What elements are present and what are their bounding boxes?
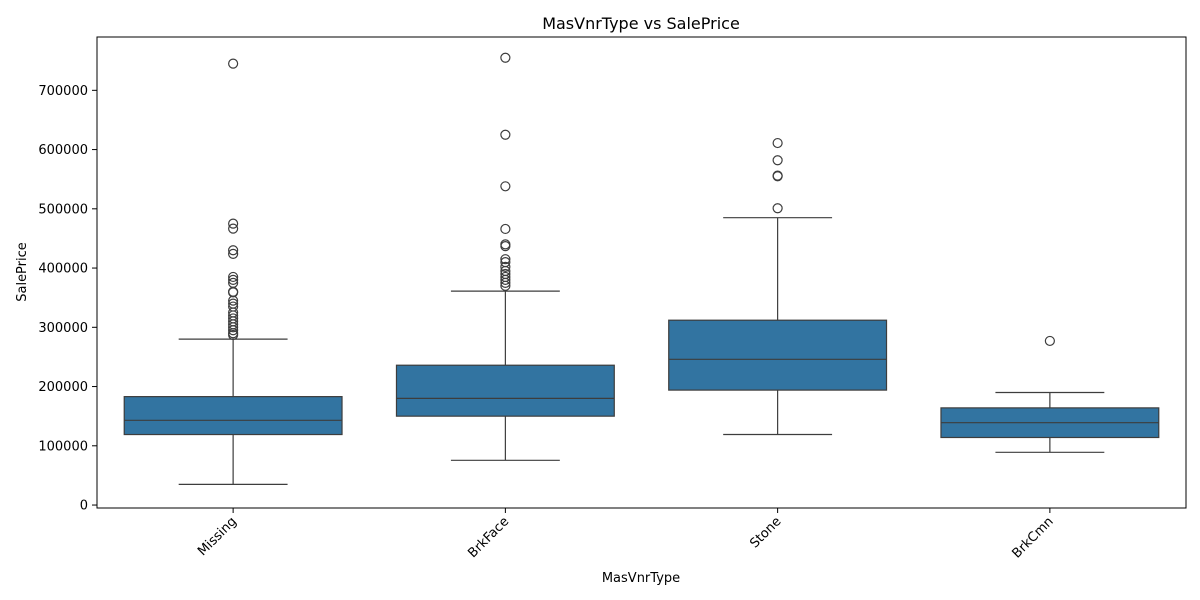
x-tick-label: BrkFace	[465, 514, 512, 561]
outlier-point	[228, 223, 239, 234]
outlier-point	[228, 248, 239, 259]
outlier-point	[228, 295, 239, 306]
y-tick-label: 200000	[38, 380, 88, 395]
outlier-point	[772, 171, 783, 182]
outlier-point	[1044, 335, 1055, 347]
box-group-stone	[668, 137, 888, 436]
iqr-box	[395, 364, 615, 417]
y-tick-label: 700000	[38, 84, 88, 99]
x-tick-label: BrkCmn	[1009, 514, 1056, 561]
y-tick-label: 600000	[38, 143, 88, 158]
x-tick-label: Stone	[747, 514, 784, 551]
outlier-point	[500, 52, 511, 63]
outlier-point	[228, 329, 239, 341]
outlier-point	[772, 203, 783, 214]
box-group-brkface	[395, 52, 615, 461]
y-tick-label: 500000	[38, 202, 88, 217]
outlier-point	[500, 277, 511, 288]
outlier-point	[228, 274, 239, 286]
x-axis: Missing BrkFace Stone BrkCmn	[195, 508, 1057, 561]
plot-frame	[96, 36, 1187, 509]
outlier-point	[228, 245, 239, 256]
y-tick-label: 0	[80, 499, 88, 514]
outlier-point	[228, 325, 239, 336]
outlier-point	[228, 58, 239, 69]
outlier-point	[500, 129, 511, 140]
outlier-point	[500, 261, 511, 272]
outlier-point	[500, 274, 511, 286]
outlier-point	[228, 218, 239, 229]
box-group-missing	[123, 58, 343, 485]
y-tick-label: 100000	[38, 439, 88, 454]
outlier-point	[772, 155, 783, 166]
x-tick-label: Missing	[195, 514, 240, 559]
x-axis-label: MasVnrType	[602, 571, 680, 586]
chart-title: MasVnrType vs SalePrice	[542, 14, 740, 33]
outlier-point	[500, 223, 511, 235]
plot-area	[123, 52, 1160, 485]
y-tick-label: 400000	[38, 262, 88, 277]
box-group-brkcmn	[940, 335, 1160, 453]
y-axis-label: SalePrice	[15, 242, 30, 302]
outlier-point	[500, 241, 511, 252]
y-tick-label: 300000	[38, 321, 88, 336]
outlier-point	[228, 287, 239, 298]
outlier-point	[500, 181, 511, 192]
outlier-point	[228, 271, 239, 283]
outlier-point	[772, 137, 783, 149]
outlier-point	[500, 280, 511, 291]
outlier-point	[228, 322, 239, 333]
iqr-box	[668, 319, 888, 391]
iqr-box	[123, 396, 343, 436]
y-axis: 0 100000 200000 300000 400000 500000 600000 700…	[38, 84, 97, 514]
outlier-point	[500, 254, 511, 265]
